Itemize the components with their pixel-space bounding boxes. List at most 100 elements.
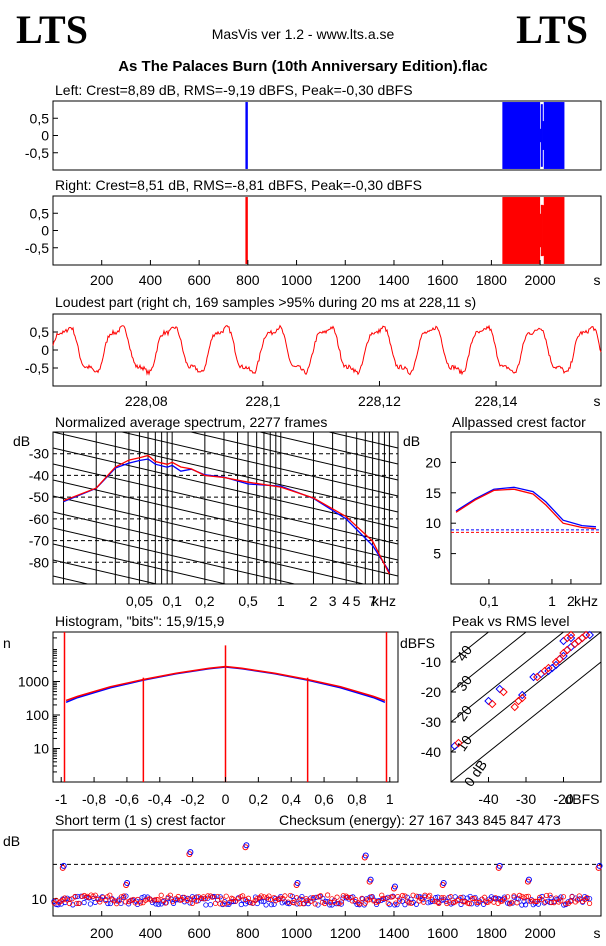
loudest-part-xtick-label: 228,1	[245, 393, 280, 409]
short-term-crest-outlier	[496, 862, 503, 869]
peak-vs-rms-frame	[450, 631, 602, 783]
short-term-crest-point	[128, 897, 134, 903]
short-term-crest-point	[167, 892, 173, 898]
short-term-crest-point	[576, 893, 582, 899]
short-term-crest-xtick-label: 1200	[330, 925, 361, 941]
right-channel-title: Right: Crest=8,51 dB, RMS=-8,81 dBFS, Pe…	[55, 177, 422, 193]
right-waveform-gap	[247, 196, 503, 265]
short-term-crest-point	[272, 895, 278, 902]
histogram-xtick-label: -0,4	[148, 791, 172, 807]
right-waveform-xtick-label: 2000	[525, 272, 556, 288]
short-term-crest-point	[240, 893, 246, 899]
right-waveform-ytick-label: -0,5	[25, 240, 49, 256]
short-term-crest-point	[547, 892, 553, 898]
short-term-crest-xtick-label: 600	[187, 925, 211, 941]
file-name: As The Palaces Burn (10th Anniversary Ed…	[118, 58, 488, 75]
histogram-xtick-label: -0,8	[82, 791, 106, 807]
peak-vs-rms-point-right	[544, 663, 553, 673]
allpassed-crest-title: Allpassed crest factor	[452, 414, 586, 430]
peak-vs-rms-point-right	[578, 633, 587, 643]
histogram-ylabel: n	[3, 635, 11, 651]
short-term-crest-outlier	[294, 880, 301, 887]
spectrum-slope	[53, 495, 398, 577]
short-term-crest-point	[348, 894, 354, 901]
peak-vs-rms-point-left	[559, 636, 568, 646]
short-term-crest-point	[543, 892, 550, 899]
left-waveform-gap	[53, 101, 246, 170]
short-term-crest-point	[563, 901, 569, 907]
short-term-crest-point	[169, 899, 176, 905]
short-term-crest-xtick-label: 1600	[427, 925, 458, 941]
short-term-crest-point	[284, 900, 290, 906]
short-term-crest-point	[504, 894, 511, 900]
short-term-crest-point	[268, 902, 275, 908]
spectrum-slope	[53, 288, 398, 368]
short-term-crest-point	[322, 898, 329, 905]
short-term-crest-point	[327, 902, 333, 908]
short-term-crest-point	[158, 892, 164, 898]
short-term-crest-point	[261, 894, 267, 900]
short-term-crest-point	[548, 899, 555, 906]
peak-vs-rms-ytick-label: -30	[421, 714, 441, 730]
short-term-crest-point	[357, 901, 363, 907]
short-term-crest-point	[435, 894, 441, 900]
short-term-crest-point	[421, 899, 427, 905]
short-term-crest-point	[345, 894, 351, 900]
right-waveform-ytick-label: 0,5	[30, 205, 50, 221]
short-term-crest-point	[387, 902, 393, 908]
short-term-crest-point	[418, 896, 424, 902]
peak-vs-rms-point-right	[555, 654, 564, 664]
right-waveform-xtick-label: 400	[139, 272, 163, 288]
short-term-crest-point	[272, 898, 279, 904]
short-term-crest-point	[481, 894, 488, 900]
peak-vs-rms-point-right	[533, 672, 542, 682]
short-term-crest-point	[560, 894, 567, 900]
peak-vs-rms-point-right	[518, 693, 527, 703]
short-term-crest-point	[212, 900, 219, 906]
allpassed-crest-ylabel: dB	[403, 433, 420, 449]
loudest-part-ytick-label: 0	[41, 342, 49, 358]
short-term-crest-title: Short term (1 s) crest factor	[55, 812, 226, 828]
spectrum-xtick-label: 4	[342, 593, 350, 609]
left-waveform-ytick-label: 0	[41, 128, 49, 144]
checksum-label: Checksum (energy): 27 167 343 845 847 47…	[279, 812, 561, 828]
left-waveform-gap	[247, 101, 503, 170]
spectrum-slope	[53, 543, 228, 584]
short-term-crest-point	[511, 893, 517, 899]
short-term-crest-point	[399, 892, 406, 899]
right-waveform-xtick-label: 1400	[378, 272, 409, 288]
spectrum-slope	[53, 256, 398, 336]
short-term-crest-point	[472, 894, 478, 901]
short-term-crest-point	[252, 897, 258, 904]
short-term-crest-outlier	[391, 883, 398, 890]
short-term-crest-point	[455, 897, 461, 904]
short-term-crest-point	[501, 894, 508, 900]
short-term-crest-point	[507, 901, 513, 907]
peak-vs-rms-ytick-label: -10	[421, 654, 441, 670]
loudest-part-xtick-label: 228,12	[358, 393, 401, 409]
short-term-crest-point	[343, 893, 349, 899]
left-channel-title: Left: Crest=8,89 dB, RMS=-9,19 dBFS, Pea…	[55, 82, 413, 98]
right-waveform-tail-blank	[564, 196, 601, 265]
loudest-part-x-unit: s	[594, 393, 601, 409]
peak-vs-rms-xtick-label: -20	[553, 791, 573, 807]
short-term-crest-point	[139, 894, 145, 901]
lts-logo-left: LTS	[16, 7, 88, 52]
histogram-ytick-label: 100	[26, 707, 50, 723]
short-term-crest-point	[406, 900, 412, 906]
short-term-crest-point	[282, 893, 288, 899]
short-term-crest-point	[389, 894, 396, 900]
right-waveform-xtick-label: 1000	[281, 272, 312, 288]
short-term-crest-point	[353, 897, 359, 903]
peak-vs-rms-point-right	[563, 645, 572, 655]
short-term-crest-point	[568, 898, 574, 905]
right-waveform-area	[53, 196, 601, 265]
spectrum-ytick-label: -30	[29, 446, 49, 462]
short-term-crest-point	[205, 893, 211, 899]
short-term-crest-point	[74, 900, 80, 907]
short-term-crest-point	[303, 896, 309, 902]
short-term-crest-point	[458, 894, 464, 901]
spectrum-xtick-label: 7	[369, 593, 377, 609]
short-term-crest-point	[175, 893, 181, 900]
